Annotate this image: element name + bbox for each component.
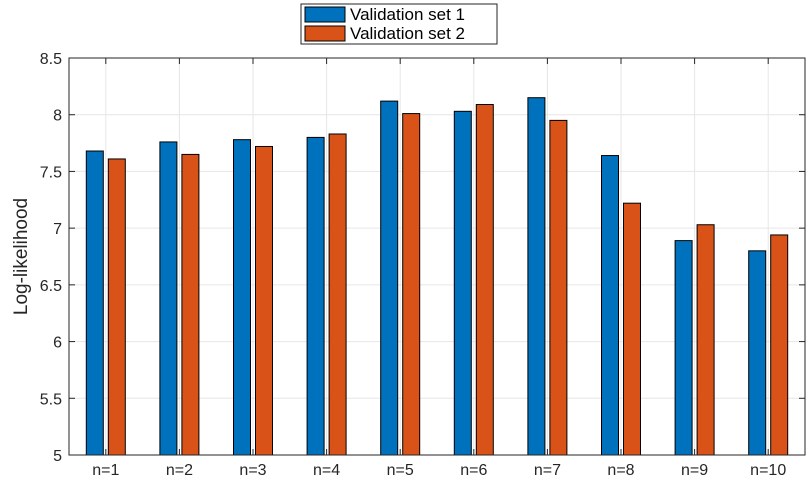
x-tick-label: n=9 xyxy=(681,462,708,479)
plot-area-frame xyxy=(68,57,806,456)
bar-series-1-n-6 xyxy=(453,110,472,456)
bar-series-1-n-2 xyxy=(159,141,178,456)
bars xyxy=(85,97,789,456)
x-tick-label: n=5 xyxy=(387,462,414,479)
bar-series-2-n-8 xyxy=(623,202,641,456)
y-axis-label: Log-likelihood xyxy=(11,198,32,315)
legend: Validation set 1 Validation set 2 xyxy=(300,3,498,45)
bar-series-2-n-6 xyxy=(475,104,494,456)
x-tick-label: n=10 xyxy=(750,462,786,479)
x-tick-label: n=3 xyxy=(239,462,266,479)
bar-series-1-n-9 xyxy=(674,240,693,456)
bar-series-2-n-2 xyxy=(181,153,200,456)
y-tick-label: 7 xyxy=(53,221,62,238)
bar-series-1-n-8 xyxy=(601,155,619,456)
x-tick-label: n=6 xyxy=(460,462,487,479)
y-tick-label: 8 xyxy=(53,108,62,125)
bar-series-2-n-4 xyxy=(328,133,347,456)
y-tick-label: 8.5 xyxy=(40,51,62,68)
legend-swatch-validation-set-2 xyxy=(304,25,346,42)
bar-series-1-n-5 xyxy=(380,100,399,456)
x-tick-label: n=4 xyxy=(313,462,340,479)
bar-series-2-n-10 xyxy=(770,234,789,456)
x-tick-label: n=8 xyxy=(607,462,634,479)
bar-series-2-n-1 xyxy=(107,158,126,456)
legend-swatch-validation-set-1 xyxy=(304,6,346,23)
x-tick-label: n=2 xyxy=(166,462,193,479)
y-tick-label: 6.5 xyxy=(40,278,62,295)
y-tick-label: 6 xyxy=(53,335,62,352)
bar-series-2-n-7 xyxy=(549,119,568,456)
y-tick-labels: 5 5.5 6 6.5 7 7.5 8 8.5 xyxy=(40,51,62,465)
y-tick-label: 5.5 xyxy=(40,391,62,408)
bar-series-1-n-4 xyxy=(306,136,325,456)
bar-series-2-n-5 xyxy=(402,113,421,456)
bar-series-1-n-3 xyxy=(233,139,251,456)
bar-series-1-n-1 xyxy=(85,150,104,456)
legend-label-validation-set-2: Validation set 2 xyxy=(350,24,465,43)
x-tick-label: n=1 xyxy=(92,462,119,479)
axes xyxy=(68,57,806,456)
bar-series-1-n-7 xyxy=(527,97,546,456)
y-tick-label: 5 xyxy=(53,448,62,465)
grid xyxy=(69,57,805,456)
bar-series-2-n-9 xyxy=(696,224,715,456)
x-tick-labels: n=1 n=2 n=3 n=4 n=5 n=6 n=7 n=8 n=9 n=10 xyxy=(92,462,786,479)
y-tick-label: 7.5 xyxy=(40,164,62,181)
bar-series-2-n-3 xyxy=(255,145,273,456)
legend-label-validation-set-1: Validation set 1 xyxy=(350,5,465,24)
x-tick-label: n=7 xyxy=(534,462,561,479)
bar-series-1-n-10 xyxy=(748,250,767,456)
